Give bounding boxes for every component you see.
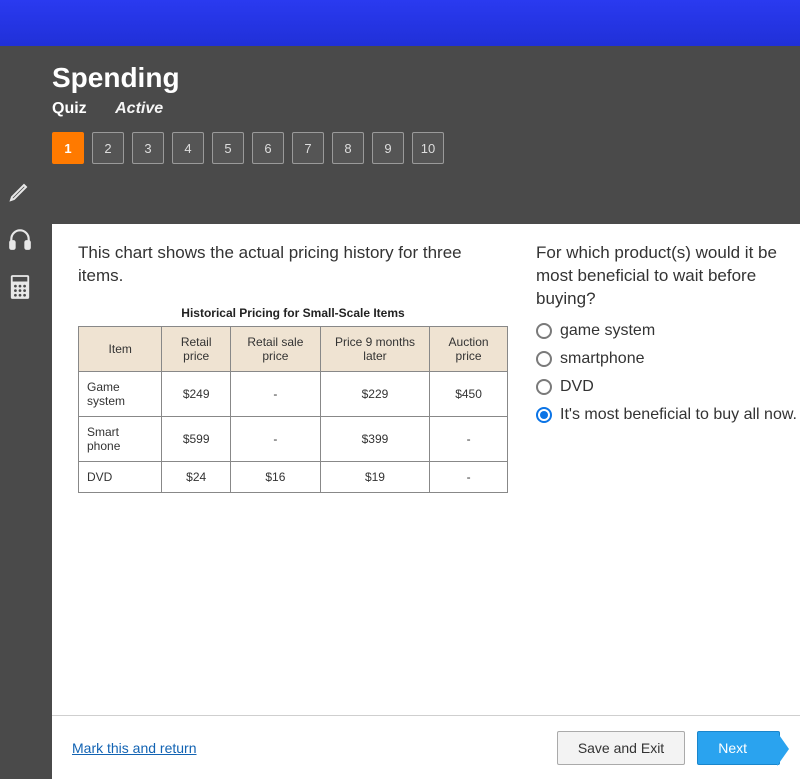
answer-choice-label: DVD: [560, 378, 594, 396]
question-nav-8[interactable]: 8: [332, 132, 364, 164]
pricing-table: ItemRetail priceRetail sale pricePrice 9…: [78, 326, 508, 493]
answer-choice-3[interactable]: It's most beneficial to buy all now.: [536, 401, 784, 429]
question-nav-3[interactable]: 3: [132, 132, 164, 164]
lesson-title: Spending: [52, 62, 800, 94]
table-cell: $399: [320, 416, 429, 461]
question-panel: This chart shows the actual pricing hist…: [52, 224, 800, 779]
table-header-cell: Price 9 months later: [320, 326, 429, 371]
table-cell: -: [430, 461, 508, 492]
answer-choice-label: game system: [560, 322, 655, 340]
question-nav-4[interactable]: 4: [172, 132, 204, 164]
question-nav-2[interactable]: 2: [92, 132, 124, 164]
headphones-icon[interactable]: [5, 224, 35, 254]
window-titlebar: [0, 0, 800, 46]
table-cell: -: [430, 416, 508, 461]
question-nav-5[interactable]: 5: [212, 132, 244, 164]
table-cell: $450: [430, 371, 508, 416]
question-nav-1[interactable]: 1: [52, 132, 84, 164]
question-nav-10[interactable]: 10: [412, 132, 444, 164]
table-header-cell: Auction price: [430, 326, 508, 371]
radio-icon[interactable]: [536, 407, 552, 423]
table-cell: -: [230, 416, 320, 461]
table-row: Game system$249-$229$450: [79, 371, 508, 416]
question-footer: Mark this and return Save and Exit Next: [52, 715, 800, 779]
save-and-exit-button[interactable]: Save and Exit: [557, 731, 685, 765]
table-cell: Game system: [79, 371, 162, 416]
answer-choice-0[interactable]: game system: [536, 317, 784, 345]
table-header-cell: Retail sale price: [230, 326, 320, 371]
question-nav-9[interactable]: 9: [372, 132, 404, 164]
answer-choice-label: It's most beneficial to buy all now.: [560, 406, 797, 424]
left-prompt-text: This chart shows the actual pricing hist…: [78, 242, 508, 288]
table-cell: $249: [162, 371, 230, 416]
lesson-header: Spending Quiz Active: [0, 46, 800, 126]
lesson-tabs: Quiz Active: [52, 100, 800, 118]
question-nav-6[interactable]: 6: [252, 132, 284, 164]
answer-choice-2[interactable]: DVD: [536, 373, 784, 401]
table-cell: -: [230, 371, 320, 416]
tab-quiz[interactable]: Quiz: [52, 100, 87, 117]
table-cell: $229: [320, 371, 429, 416]
answer-choice-label: smartphone: [560, 350, 645, 368]
calculator-icon[interactable]: [5, 272, 35, 302]
radio-icon[interactable]: [536, 323, 552, 339]
next-button[interactable]: Next: [697, 731, 780, 765]
right-prompt-text: For which product(s) would it be most be…: [536, 242, 784, 311]
tab-active[interactable]: Active: [115, 100, 163, 117]
question-right-column: For which product(s) would it be most be…: [536, 242, 784, 493]
table-row: DVD$24$16$19-: [79, 461, 508, 492]
tool-sidebar: [0, 166, 40, 302]
question-nav-7[interactable]: 7: [292, 132, 324, 164]
table-row: Smart phone$599-$399-: [79, 416, 508, 461]
table-cell: DVD: [79, 461, 162, 492]
radio-icon[interactable]: [536, 379, 552, 395]
table-cell: $19: [320, 461, 429, 492]
table-cell: Smart phone: [79, 416, 162, 461]
answer-choices: game system smartphone DVD It's most benefi…: [536, 317, 784, 429]
answer-choice-1[interactable]: smartphone: [536, 345, 784, 373]
question-nav: 12345678910: [0, 126, 800, 174]
pencil-icon[interactable]: [5, 176, 35, 206]
app-frame: Spending Quiz Active 12345678910 This ch…: [0, 46, 800, 779]
mark-and-return-link[interactable]: Mark this and return: [72, 740, 197, 756]
table-header-cell: Item: [79, 326, 162, 371]
table-cell: $599: [162, 416, 230, 461]
table-cell: $24: [162, 461, 230, 492]
table-cell: $16: [230, 461, 320, 492]
table-title: Historical Pricing for Small-Scale Items: [78, 306, 508, 320]
table-header-cell: Retail price: [162, 326, 230, 371]
radio-icon[interactable]: [536, 351, 552, 367]
question-left-column: This chart shows the actual pricing hist…: [78, 242, 508, 493]
